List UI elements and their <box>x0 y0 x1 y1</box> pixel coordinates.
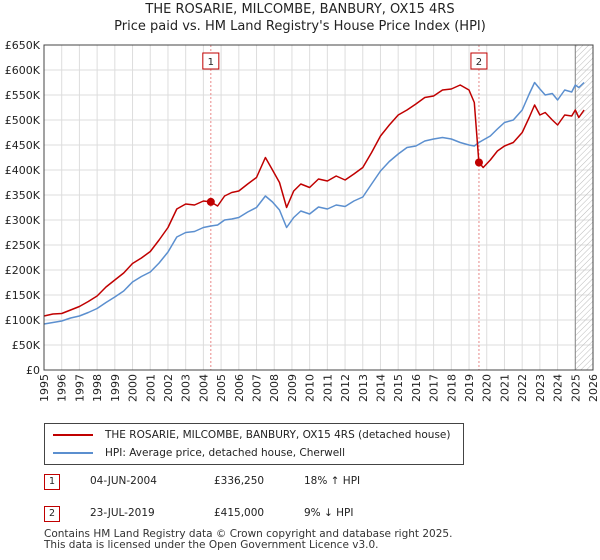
transaction-markers <box>206 158 483 206</box>
legend-item-hpi: HPI: Average price, detached house, Cher… <box>53 445 345 461</box>
x-tick-label: 2019 <box>463 374 476 402</box>
x-tick-label: 2006 <box>233 374 246 402</box>
y-tick-label: £550K <box>5 89 41 102</box>
chart-title: THE ROSARIE, MILCOMBE, BANBURY, OX15 4RS <box>145 2 455 17</box>
legend-item-property: THE ROSARIE, MILCOMBE, BANBURY, OX15 4RS… <box>53 427 451 443</box>
y-tick-label: £150K <box>5 289 41 302</box>
x-tick-label: 2021 <box>498 374 511 402</box>
footer: Contains HM Land Registry data © Crown c… <box>44 529 452 551</box>
transaction-date: 23-JUL-2019 <box>90 507 155 519</box>
transaction-label: 1 <box>208 57 214 68</box>
x-tick-label: 2023 <box>534 374 547 402</box>
x-tick-label: 2025 <box>569 374 582 402</box>
y-tick-label: £350K <box>5 189 41 202</box>
transaction-date: 04-JUN-2004 <box>90 475 157 487</box>
y-tick-label: £0 <box>26 364 40 377</box>
y-tick-label: £250K <box>5 239 41 252</box>
footer-licence: This data is licensed under the Open Gov… <box>44 539 379 551</box>
x-tick-label: 2020 <box>481 374 494 402</box>
x-tick-label: 2018 <box>445 374 458 402</box>
transaction-row: 2 23-JUL-2019 £415,000 9% ↓ HPI <box>44 506 444 522</box>
y-tick-label: £200K <box>5 264 41 277</box>
legend-swatch-hpi <box>53 452 93 454</box>
x-tick-label: 2003 <box>180 374 193 402</box>
y-tick-label: £450K <box>5 139 41 152</box>
x-tick-label: 2005 <box>215 374 228 402</box>
legend: THE ROSARIE, MILCOMBE, BANBURY, OX15 4RS… <box>44 423 464 465</box>
x-tick-label: 2016 <box>410 374 423 402</box>
transaction-label-box <box>202 52 220 70</box>
transaction-label: 2 <box>476 57 482 68</box>
x-tick-label: 1997 <box>73 374 86 402</box>
x-tick-label: 2007 <box>251 374 264 402</box>
x-tick-label: 2001 <box>144 374 157 402</box>
transaction-label-box <box>470 52 488 70</box>
transaction-price: £415,000 <box>214 507 265 519</box>
transaction-number-badge: 2 <box>44 506 60 522</box>
legend-label-property: THE ROSARIE, MILCOMBE, BANBURY, OX15 4RS… <box>105 429 451 441</box>
x-tick-label: 2013 <box>357 374 370 402</box>
transaction-hpi-diff: 18% ↑ HPI <box>304 475 361 487</box>
x-tick-label: 1999 <box>109 374 122 402</box>
y-tick-label: £100K <box>5 314 41 327</box>
x-tick-label: 2009 <box>286 374 299 402</box>
x-tick-label: 2015 <box>392 374 405 402</box>
transaction-number-badge: 1 <box>44 474 60 490</box>
series-lines <box>43 81 585 325</box>
x-tick-label: 1998 <box>91 374 104 402</box>
x-tick-label: 2017 <box>428 374 441 402</box>
x-tick-label: 2014 <box>374 374 387 402</box>
y-tick-label: £500K <box>5 114 41 127</box>
forecast-hatch <box>574 45 593 370</box>
hpi-line <box>43 81 585 325</box>
axes: £0 £50K £100K £150K £200K £250K £300K £350K £400… <box>5 39 600 402</box>
x-tick-label: 1996 <box>56 374 69 402</box>
y-tick-label: £650K <box>5 39 41 52</box>
legend-swatch-property <box>53 434 93 436</box>
x-tick-label: 1995 <box>38 374 51 402</box>
grid <box>43 44 594 371</box>
transaction-hpi-diff: 9% ↓ HPI <box>304 507 354 519</box>
chart-subtitle: Price paid vs. HM Land Registry's House … <box>114 19 486 34</box>
x-tick-label: 2022 <box>516 374 529 402</box>
x-tick-label: 2011 <box>321 374 334 402</box>
x-tick-label: 2024 <box>552 374 565 402</box>
x-tick-label: 2002 <box>162 374 175 402</box>
transaction-point <box>206 197 215 206</box>
transaction-point <box>474 158 483 167</box>
y-tick-label: £50K <box>12 339 41 352</box>
x-tick-label: 2012 <box>339 374 352 402</box>
legend-label-hpi: HPI: Average price, detached house, Cher… <box>105 447 346 459</box>
x-tick-label: 2010 <box>304 374 317 402</box>
plot-border <box>43 44 594 371</box>
transaction-price: £336,250 <box>214 475 265 487</box>
x-tick-label: 2008 <box>268 374 281 402</box>
x-tick-label: 2026 <box>587 374 600 402</box>
forecast-hatch-area <box>575 45 593 370</box>
x-tick-label: 2004 <box>197 374 210 402</box>
y-tick-label: £600K <box>5 64 41 77</box>
y-tick-label: £400K <box>5 164 41 177</box>
y-tick-label: £300K <box>5 214 41 227</box>
footer-copyright: Contains HM Land Registry data © Crown c… <box>44 528 453 540</box>
x-tick-label: 2000 <box>127 374 140 402</box>
transaction-row: 1 04-JUN-2004 £336,250 18% ↑ HPI <box>44 474 444 490</box>
property-price-line <box>43 84 585 317</box>
